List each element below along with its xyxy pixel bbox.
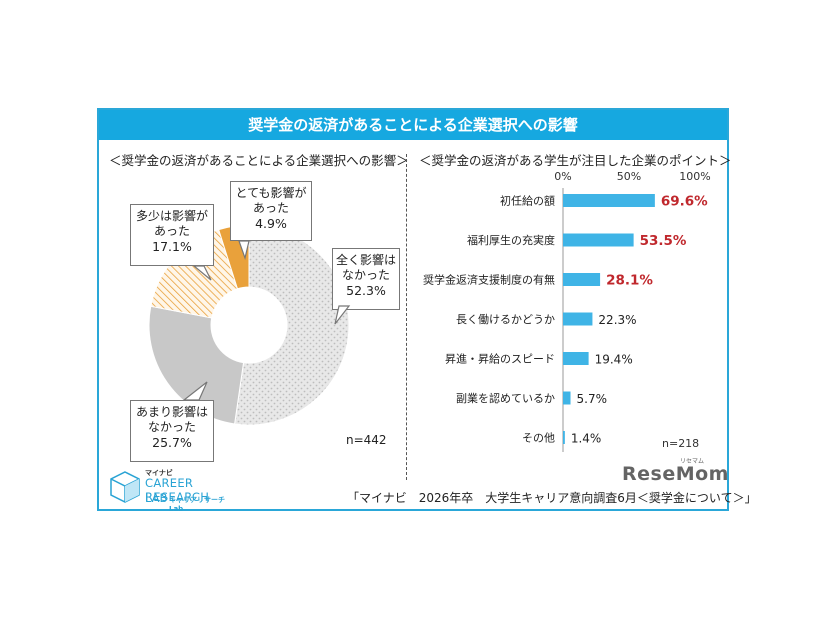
category-label: 長く働けるかどうか [456, 313, 555, 326]
logo-line2: CAREER RESEARCH [145, 476, 210, 504]
right-subtitle: ＜奨学金の返済がある学生が注目した企業のポイント＞ [419, 153, 732, 168]
callout-value: 52.3% [346, 283, 386, 298]
chart-card: 奨学金の返済があることによる企業選択への影響 ＜奨学金の返済があることによる企業… [97, 108, 757, 513]
bar [563, 352, 589, 365]
resemom-watermark: ReseMom [622, 463, 729, 485]
category-label: 福利厚生の充実度 [467, 233, 555, 247]
category-label: 副業を認めているか [456, 391, 555, 405]
logo-line4: キャリアリサーチLab [169, 496, 225, 513]
bar [563, 273, 601, 286]
career-research-lab-logo: マイナビ CAREER RESEARCH LAB キャリアリサーチLab [109, 468, 239, 513]
callout-very-affected: とても影響が あった 4.9% [230, 181, 312, 241]
callout-hardly-affected: あまり影響は なかった 25.7% [130, 400, 214, 462]
x-tick-label: 0% [554, 172, 571, 183]
left-subtitle: ＜奨学金の返済があることによる企業選択への影響＞ [109, 153, 409, 168]
source-note: 「マイナビ 2026年卒 大学生キャリア意向調査6月＜奨学金について＞」 [347, 491, 757, 505]
left-sample-size: n=442 [346, 433, 387, 447]
callout-value: 4.9% [255, 216, 287, 231]
bar [563, 194, 655, 207]
bar-value-label: 28.1% [606, 273, 653, 289]
callout-not-affected: 全く影響は なかった 52.3% [332, 248, 400, 310]
cube-logo-icon [110, 471, 140, 503]
bar-value-label: 5.7% [577, 392, 608, 406]
category-label: 初任給の額 [500, 194, 555, 208]
bar-value-label: 1.4% [571, 432, 602, 446]
bar-value-label: 19.4% [595, 353, 633, 367]
bar-value-label: 53.5% [640, 233, 687, 249]
category-label: その他 [522, 432, 555, 445]
category-label: 奨学金返済支援制度の有無 [423, 273, 555, 287]
watermark-kana: リセマム [680, 458, 705, 465]
bar [563, 391, 571, 405]
category-label: 昇進・昇給のスピード [445, 352, 555, 366]
logo-line3: LAB [145, 491, 168, 505]
bar [563, 233, 634, 247]
callout-value: 17.1% [152, 239, 192, 254]
right-sample-size: n=218 [662, 437, 699, 450]
bar [563, 431, 565, 444]
divider [406, 154, 407, 480]
callout-label: 全く影響は なかった [335, 253, 396, 282]
banner-title: 奨学金の返済があることによる企業選択への影響 [99, 110, 727, 140]
x-tick-label: 50% [617, 172, 641, 183]
bar-chart: 0% 50% 100% 初任給の額 69.6% 福利厚生の充実度 53.5% 奨学金返済支援… [423, 172, 711, 452]
bar-value-label: 22.3% [598, 313, 636, 327]
callout-somewhat-affected: 多少は影響が あった 17.1% [130, 204, 214, 266]
callout-label: 多少は影響が あった [135, 209, 208, 238]
bar-value-label: 69.6% [661, 194, 708, 210]
bar [563, 312, 593, 326]
callout-label: とても影響が あった [235, 186, 307, 215]
x-tick-label: 100% [679, 172, 710, 183]
logo-brand: マイナビ [145, 469, 173, 477]
callout-label: あまり影響は なかった [135, 405, 208, 434]
callout-value: 25.7% [152, 435, 192, 450]
slice-not-affected [234, 224, 349, 426]
